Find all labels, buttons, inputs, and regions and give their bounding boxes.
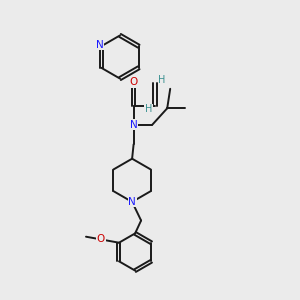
Text: H: H — [145, 104, 152, 114]
Text: N: N — [96, 40, 104, 50]
Text: O: O — [130, 77, 138, 87]
Text: O: O — [97, 233, 105, 244]
Text: H: H — [158, 75, 166, 85]
Text: N: N — [128, 197, 136, 207]
Text: N: N — [130, 120, 137, 130]
